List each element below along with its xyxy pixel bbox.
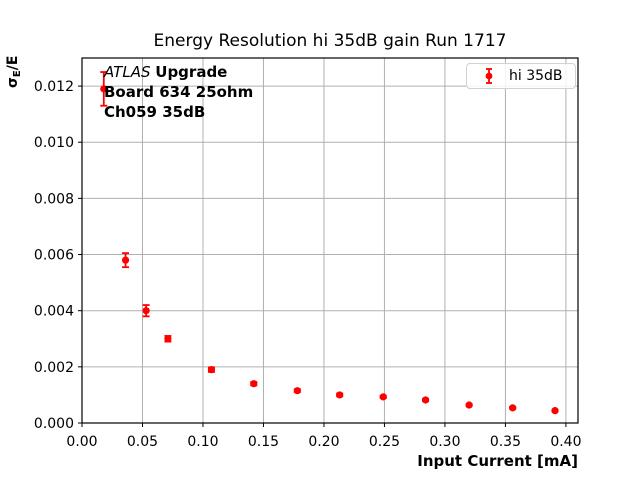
legend-label: hi 35dB [509, 68, 563, 84]
x-tick-label: 0.30 [429, 434, 460, 450]
data-point [142, 307, 150, 315]
x-tick-label: 0.15 [248, 434, 279, 450]
axes-spines [81, 57, 579, 424]
data-point [421, 396, 430, 404]
y-tick-label: 0.004 [34, 304, 74, 320]
data-point [336, 391, 344, 399]
y-axis-label-rest: /E [5, 55, 21, 71]
data-point [551, 407, 559, 415]
annotation-line-2: Board 634 25ohm [104, 83, 254, 101]
x-tick-label: 0.40 [550, 434, 581, 450]
x-axis-label: Input Current [mA] [417, 452, 578, 470]
plot-annotation: ATLAS Upgrade Board 634 25ohm Ch059 35dB [104, 62, 253, 122]
x-tick-label: 0.25 [369, 434, 400, 450]
x-tick-label: 0.20 [308, 434, 339, 450]
data-point [509, 404, 517, 412]
data-point [293, 387, 301, 395]
data-point [250, 380, 258, 388]
x-tick-label: 0.35 [490, 434, 521, 450]
y-tick-label: 0.008 [34, 191, 74, 207]
annotation-line-3: Ch059 35dB [104, 103, 206, 121]
data-point [379, 393, 387, 401]
x-tick-label: 0.05 [127, 434, 158, 450]
y-tick-label: 0.012 [34, 79, 74, 95]
y-tick-label: 0.002 [34, 360, 74, 376]
annotation-upgrade: Upgrade [155, 63, 228, 81]
y-axis-label-sigma: σ [5, 77, 21, 88]
data-point [465, 401, 473, 409]
annotation-atlas: ATLAS [104, 63, 151, 81]
legend-errorbar-dot [485, 72, 493, 80]
legend: hi 35dB [466, 63, 576, 89]
x-tick-label: 0.00 [66, 434, 97, 450]
chart-title: Energy Resolution hi 35dB gain Run 1717 [153, 31, 507, 51]
errorbar-marker-icon [485, 68, 493, 84]
data-point [121, 256, 130, 264]
y-tick-label: 0.010 [34, 135, 74, 151]
y-tick-label: 0.000 [34, 416, 74, 432]
annotation-line-1: ATLAS Upgrade [104, 62, 253, 82]
y-axis-label: σE/E [5, 56, 23, 88]
y-tick-label: 0.006 [34, 248, 74, 264]
y-axis-label-subscript: E [12, 70, 23, 78]
data-point [100, 85, 108, 93]
x-tick-label: 0.10 [187, 434, 218, 450]
data-point [164, 335, 172, 343]
data-point [207, 366, 216, 374]
